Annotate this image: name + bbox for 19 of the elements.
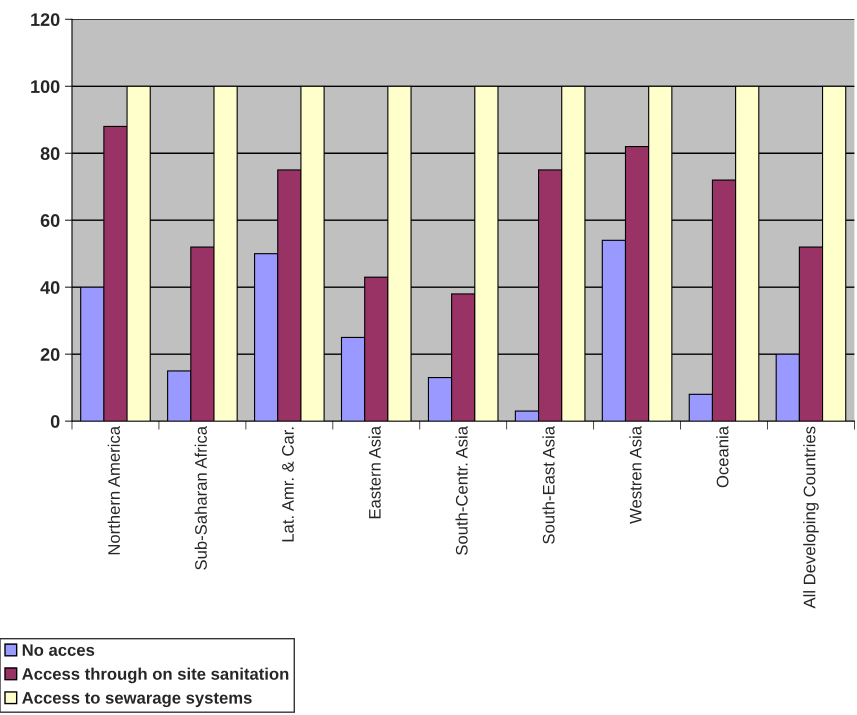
legend-label: No acces [22, 644, 94, 656]
x-tick-label: Sub-Saharan Africa [194, 426, 207, 570]
x-tick-label: South-East Asia [542, 426, 555, 544]
x-tick-label: South-Centr. Asia [455, 426, 468, 555]
y-tick-label: 40 [40, 281, 60, 294]
x-tick-label: Westren Asia [629, 426, 642, 524]
legend-label: Access through on site sanitation [22, 668, 288, 684]
x-tick-label: Northern America [108, 426, 120, 554]
y-tick-label: 20 [40, 348, 60, 361]
y-tick-label: 0 [50, 415, 60, 428]
y-tick-label: 100 [31, 80, 60, 93]
y-tick-label: 60 [40, 214, 60, 227]
y-tick-label: 80 [40, 147, 60, 160]
x-tick-label: Oceania [716, 426, 728, 488]
y-tick-label: 120 [31, 13, 60, 26]
x-tick-label: Eastern Asia [368, 426, 381, 518]
legend-label: Access to sewarage systems [22, 692, 252, 708]
x-tick-label: Lat. Amr. & Car. [282, 428, 294, 542]
x-tick-label: All Developing Countries [803, 426, 819, 608]
